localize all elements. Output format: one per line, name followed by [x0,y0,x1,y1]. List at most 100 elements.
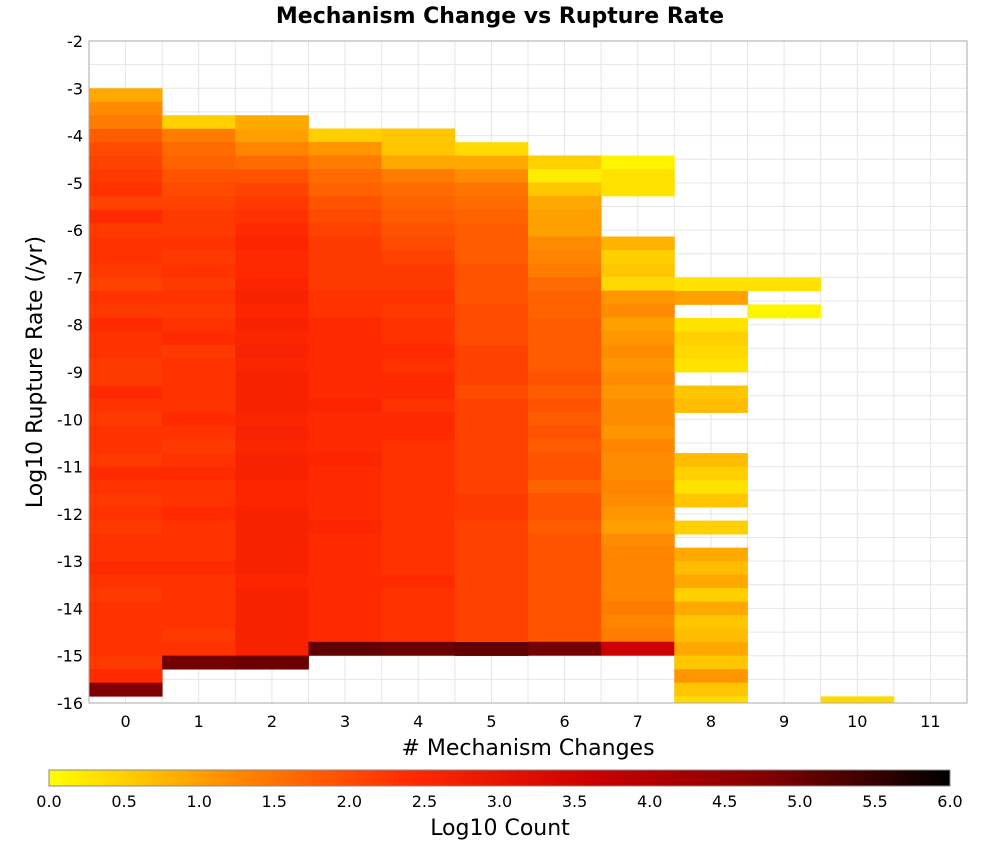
heatmap-cell [235,128,309,143]
heatmap-cell [89,561,163,576]
heatmap-cell [89,371,163,386]
heatmap-cell [528,520,602,535]
heatmap-cell [235,628,309,643]
heatmap-cell [381,614,456,629]
heatmap-cell [674,628,748,643]
heatmap-cell [528,249,602,264]
heatmap-cell [601,533,675,548]
colorbar-tick-label: 1.5 [262,792,287,811]
heatmap-cell [381,479,456,494]
x-tick-label: 9 [779,712,789,731]
heatmap-cell [308,358,383,373]
heatmap-cell [162,507,236,521]
colorbar-tick-label: 5.0 [787,792,812,811]
x-tick-label: 10 [847,712,867,731]
heatmap-cell [381,452,456,467]
colorbar [48,769,951,787]
heatmap-cell [162,385,236,400]
heatmap-cell [162,398,236,413]
heatmap-cell [601,412,675,427]
heatmap-cell [601,344,675,359]
heatmap-cell [235,439,309,454]
heatmap-cell [674,615,748,630]
heatmap-cell [308,493,383,508]
heatmap-cell [235,520,309,535]
heatmap-cell [235,155,309,170]
heatmap-cell [235,182,309,197]
heatmap-cell [308,169,383,183]
heatmap-cell [528,587,602,602]
heatmap-cell [89,601,163,616]
y-tick-label: -3 [67,79,83,98]
heatmap-cell [162,331,236,346]
heatmap-cell [89,507,163,521]
heatmap-cell [601,290,675,305]
heatmap-cell [601,520,675,535]
heatmap-cell [454,547,529,562]
heatmap-cell [235,263,309,278]
y-axis-label: Log10 Rupture Rate (/yr) [23,236,48,508]
colorbar-tick-label: 0.5 [111,792,136,811]
heatmap-cell [308,614,383,629]
heatmap-cell [89,331,163,346]
colorbar-tick-label: 4.5 [712,792,737,811]
heatmap-cell [162,344,236,359]
x-tick-label: 2 [267,712,277,731]
heatmap-cell [89,169,163,184]
heatmap-cell [674,561,748,576]
heatmap-cell [674,385,748,400]
heatmap-cell [89,290,163,305]
heatmap-cell [528,277,602,291]
heatmap-cell [162,236,236,251]
heatmap-cell [89,588,163,603]
heatmap-cell [308,466,383,481]
colorbar-tick-label: 0.0 [36,792,61,811]
heatmap-cell [454,331,529,346]
heatmap-cell [381,547,456,562]
heatmap-cell [89,628,163,643]
y-tick-label: -8 [67,316,83,335]
heatmap-cell [308,425,383,440]
heatmap-cell [89,115,163,130]
heatmap-cell [235,574,309,589]
heatmap-cell [308,560,383,575]
y-tick-label: -4 [67,127,83,146]
heatmap-cell [820,696,895,704]
heatmap-cell [381,628,456,643]
heatmap-cell [528,182,602,197]
heatmap-cell [528,344,602,359]
heatmap-cell [601,182,675,197]
heatmap-cell [381,236,456,251]
heatmap-cell [454,588,529,602]
heatmap-cell [162,520,236,535]
heatmap-cell [162,412,236,427]
heatmap-cell [308,547,383,562]
heatmap-cell [454,452,529,467]
heatmap-cell [381,128,456,143]
heatmap-cell [162,263,236,278]
heatmap-cell [162,642,236,657]
heatmap-cell [381,358,456,373]
heatmap-cell [454,155,529,170]
heatmap-cell [162,439,236,454]
heatmap-cell [308,398,383,413]
heatmap-cell [162,277,236,292]
heatmap-cell [454,439,529,454]
heatmap-cell [162,317,236,332]
heatmap-cell [308,371,383,386]
heatmap-cell [601,371,675,386]
heatmap-cell [89,439,163,454]
heatmap-cell [454,290,529,305]
heatmap-cell [162,466,236,481]
heatmap-cell [308,520,383,535]
y-tick-label: -2 [67,32,83,51]
heatmap-cell [601,236,675,251]
heatmap-cell [454,304,529,319]
heatmap-cell [89,682,163,697]
x-tick-label: 11 [920,712,940,731]
heatmap-cell [381,425,456,440]
heatmap-cell [381,277,456,291]
heatmap-cell [308,236,383,251]
heatmap-cell [381,182,456,197]
